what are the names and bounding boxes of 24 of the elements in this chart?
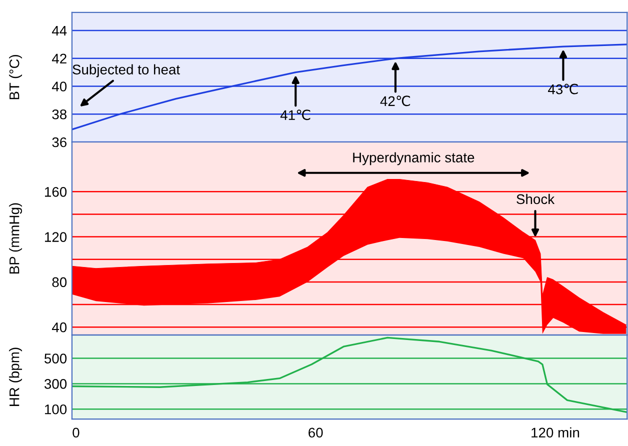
annotation: Subjected to heat bbox=[72, 64, 180, 78]
y-tick-label: 44 bbox=[52, 26, 67, 36]
y-tick-label: 80 bbox=[52, 277, 67, 288]
y-axis-title: BP (mmHg) bbox=[9, 203, 22, 274]
annotation: Hyperdynamic state bbox=[353, 152, 474, 166]
y-tick-label: 500 bbox=[44, 354, 67, 364]
y-tick-label: 300 bbox=[44, 379, 67, 389]
y-tick-label: 36 bbox=[52, 137, 66, 148]
x-tick-label: 60 bbox=[308, 428, 323, 438]
y-tick-label: 38 bbox=[52, 109, 67, 120]
y-axis-title: HR (bpm) bbox=[9, 348, 22, 406]
y-axis-title: BT (°C) bbox=[9, 54, 22, 100]
line-series bbox=[72, 336, 627, 413]
y-tick-label: 160 bbox=[44, 186, 67, 197]
y-tick-label: 40 bbox=[52, 322, 67, 332]
y-tick-label: 100 bbox=[44, 404, 67, 414]
y-tick-label: 120 bbox=[44, 232, 67, 242]
y-tick-label: 42 bbox=[52, 54, 66, 64]
annotation: 42℃ bbox=[380, 96, 410, 106]
annotation: Shock bbox=[516, 194, 555, 204]
x-tick-label: 120 min bbox=[532, 427, 580, 438]
x-tick-label: 0 bbox=[72, 428, 80, 438]
line-series bbox=[72, 44, 627, 130]
y-tick-label: 40 bbox=[52, 82, 67, 92]
